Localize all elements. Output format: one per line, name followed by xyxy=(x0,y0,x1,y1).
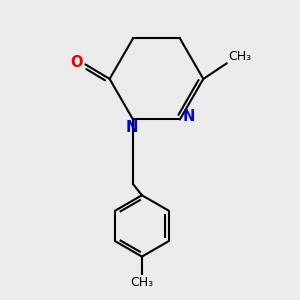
Text: N: N xyxy=(183,110,196,124)
Text: O: O xyxy=(70,55,83,70)
Text: CH₃: CH₃ xyxy=(130,276,154,289)
Text: N: N xyxy=(125,121,138,136)
Text: CH₃: CH₃ xyxy=(229,50,252,63)
